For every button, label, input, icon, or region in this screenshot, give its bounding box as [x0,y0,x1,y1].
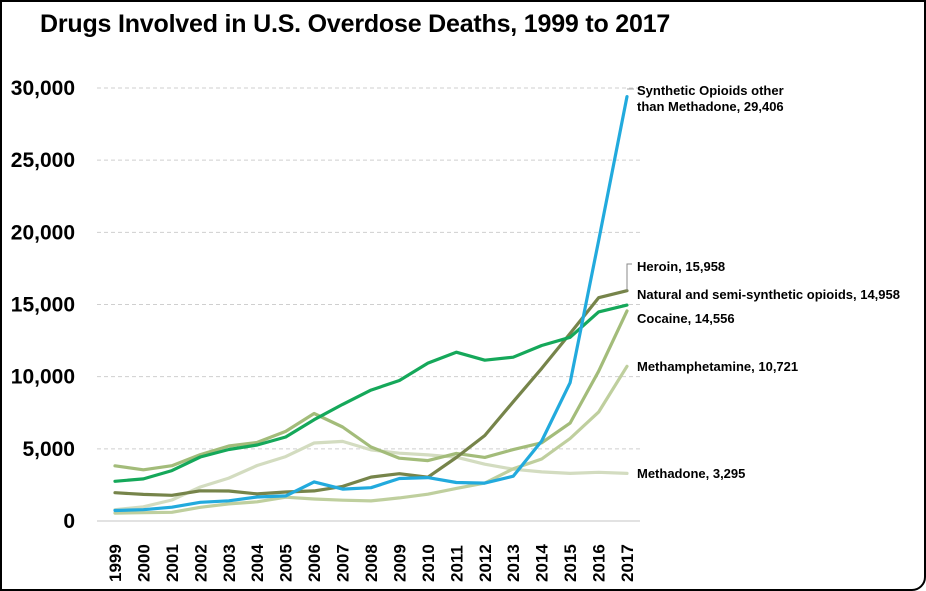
x-tick-label: 2010 [419,544,438,582]
series-lines [113,94,629,515]
y-tick-label: 15,000 [11,294,75,317]
y-tick-label: 10,000 [11,366,75,389]
y-tick-label: 20,000 [11,221,75,244]
series-label-natural-and-semi-synthetic-opioids: Natural and semi-synthetic opioids, 14,9… [637,287,900,302]
x-tick-label: 2007 [334,544,353,582]
x-tick-label: 2012 [476,544,495,582]
x-tick-label: 2002 [191,544,210,582]
x-tick-label: 2008 [362,544,381,582]
y-tick-label: 5,000 [22,438,75,461]
series-label-cocaine: Cocaine, 14,556 [637,311,735,326]
y-axis: 0 5,000 10,000 15,000 20,000 25,000 30,000 [11,77,75,533]
x-tick-label: 2000 [134,544,153,582]
series-label-synthetic-opioids-other-than-methadone: than Methadone, 29,406 [637,99,784,114]
x-tick-label: 2001 [163,544,182,582]
y-tick-label: 30,000 [11,77,75,100]
x-tick-label: 2003 [220,544,239,582]
x-tick-label: 2011 [447,545,466,582]
series-labels: Methadone, 3,295 Methamphetamine, 10,721 C… [626,83,900,481]
x-tick-label: 2016 [590,544,609,582]
series-line-natural-and-semi-synthetic-opioids [113,303,629,483]
x-tick-label: 2009 [390,544,409,582]
chart-title: Drugs Involved in U.S. Overdose Deaths, … [40,10,671,38]
x-tick-label: 1999 [106,544,125,582]
x-tick-label: 2004 [248,544,267,582]
y-tick-label: 25,000 [11,149,75,172]
x-tick-label: 2015 [561,544,580,582]
series-line-heroin [113,289,629,497]
x-tick-label: 2005 [277,544,296,582]
x-tick-label: 2006 [305,544,324,582]
gridlines [97,87,640,522]
x-axis: 1999 2000 2001 2002 2003 2004 2005 2006 2007 2008… [106,544,637,582]
x-tick-label: 2014 [533,544,552,582]
x-tick-label: 2013 [504,544,523,582]
y-tick-label: 0 [63,510,75,533]
series-label-heroin: Heroin, 15,958 [637,259,725,274]
series-label-synthetic-opioids-other-than-methadone: Synthetic Opioids other [637,83,784,98]
series-label-methadone: Methadone, 3,295 [637,466,745,481]
series-label-methamphetamine: Methamphetamine, 10,721 [637,359,798,374]
heroin-leader-line [626,263,632,291]
x-tick-label: 2017 [618,544,637,582]
